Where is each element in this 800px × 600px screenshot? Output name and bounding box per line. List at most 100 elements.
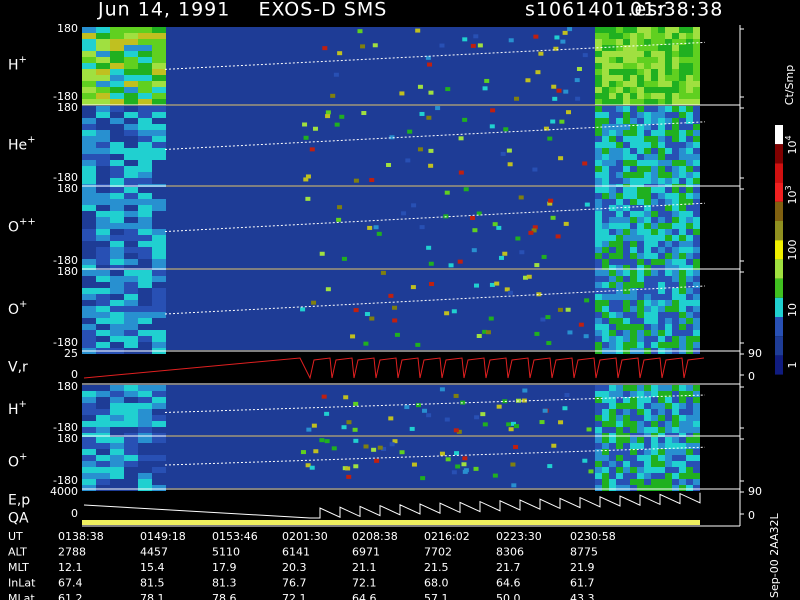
spectrogram-cell (658, 397, 665, 403)
spectrogram-cell (595, 421, 602, 427)
spectrogram-cell (623, 205, 630, 211)
colorbar-segment (775, 221, 783, 241)
spectrogram-cell (658, 282, 665, 288)
spectrogram-cell (658, 229, 665, 235)
spectrogram-cell (630, 282, 637, 288)
spectrogram-cell (630, 312, 637, 318)
spectrogram-cell (686, 172, 693, 178)
cell: 4457 (140, 546, 168, 559)
spectrogram-cell (637, 51, 644, 57)
spectrogram-cell (651, 99, 658, 105)
spectrogram-cell (110, 178, 124, 184)
spectrogram-cell (595, 235, 602, 241)
spectrogram-cell (124, 449, 138, 455)
spectrogram-cell (644, 193, 651, 199)
spectrogram-cell (651, 45, 658, 51)
cell: 20.3 (282, 561, 307, 574)
label-base: 10 (786, 303, 799, 317)
spectrogram-cell (522, 388, 528, 393)
spectrogram-cell (644, 473, 651, 479)
spectrogram-cell (644, 75, 651, 81)
spectrogram-cell (644, 270, 651, 276)
spectrogram-cell (609, 27, 616, 33)
spectrogram-cell (672, 288, 679, 294)
spectrogram-cell (630, 187, 637, 193)
colorbar-segment (775, 297, 783, 317)
spectrogram-cell (679, 69, 686, 75)
spectrogram-cell (489, 282, 495, 287)
spectrogram-cell (496, 404, 502, 409)
spectrogram-cell (152, 112, 166, 118)
spectrogram-cell (360, 44, 366, 49)
spectrogram-cell (324, 439, 330, 444)
spectrogram-cell (489, 124, 495, 129)
spectrogram-cell (535, 70, 541, 75)
spectrogram-cell (630, 485, 637, 491)
spectrogram-cell (665, 288, 672, 294)
spectrogram-cell (609, 63, 616, 69)
spectrogram-cell (595, 229, 602, 235)
spectrogram-cell (306, 427, 312, 432)
spectrogram-cell (595, 75, 602, 81)
spectrogram-cell (602, 27, 609, 33)
spectrogram-cell (665, 247, 672, 253)
spectrogram-cell (609, 312, 616, 318)
spectrogram-cell (672, 99, 679, 105)
spectrogram-cell (616, 288, 623, 294)
spectrogram-cell (623, 241, 630, 247)
colorbar-segment (775, 355, 783, 375)
spectrogram-cell (124, 282, 138, 288)
spectrogram-cell (110, 467, 124, 473)
spectrogram-cell (623, 57, 630, 63)
spectrogram-cell (693, 397, 700, 403)
spectrogram-cell (672, 166, 679, 172)
spectrogram-cell (518, 195, 524, 200)
spectrogram-cell (623, 75, 630, 81)
spectrogram-cell (686, 467, 693, 473)
spectrogram-cell (616, 39, 623, 45)
spectrogram-cell (381, 447, 387, 452)
colorbar-segment (775, 144, 783, 164)
spectrogram-cell (616, 282, 623, 288)
spectrogram-cell (458, 136, 464, 141)
spectrogram-cell (623, 324, 630, 330)
spectrogram-cell (623, 385, 630, 391)
spectrogram-cell (672, 324, 679, 330)
spectrogram-cell (686, 205, 693, 211)
y-tick-label: 180 (57, 432, 78, 445)
colorbar-segment (775, 201, 783, 221)
spectrogram-cell (623, 437, 630, 443)
spectrogram-cell (152, 211, 166, 217)
spectrogram-cell (665, 473, 672, 479)
spectrogram-cell (644, 276, 651, 282)
cell: 0138:38 (58, 530, 104, 543)
spectrogram-cell (658, 211, 665, 217)
spectrogram-cell (506, 148, 512, 153)
colorbar-label: 1 (786, 362, 799, 369)
cell: 72.1 (352, 577, 377, 590)
spectrogram-cell (616, 229, 623, 235)
spectrogram-cell (665, 106, 672, 112)
y-tick-label: 25 (64, 347, 78, 360)
spectrogram-cell (665, 241, 672, 247)
spectrogram-cell (637, 45, 644, 51)
spectrogram-cell (665, 199, 672, 205)
spectrogram-cell (630, 69, 637, 75)
spectrogram-cell (609, 93, 616, 99)
panel-label: O+ (8, 299, 27, 318)
spectrogram-cell (637, 336, 644, 342)
spectrogram-cell (124, 294, 138, 300)
velocity-trace (83, 357, 705, 380)
spectrogram-cell (623, 253, 630, 259)
spectrogram-cell (630, 57, 637, 63)
spectrogram-cell (616, 136, 623, 142)
spectrogram-cell (679, 318, 686, 324)
spectrogram-cell (346, 420, 352, 425)
spectrogram-cell (679, 205, 686, 211)
spectrogram-cell (595, 415, 602, 421)
spectrogram-cell (644, 443, 651, 449)
spectrogram-cell (679, 160, 686, 166)
spectrogram-cell (96, 479, 110, 485)
spectrogram-cell (679, 142, 686, 148)
spectrogram-cell (595, 193, 602, 199)
